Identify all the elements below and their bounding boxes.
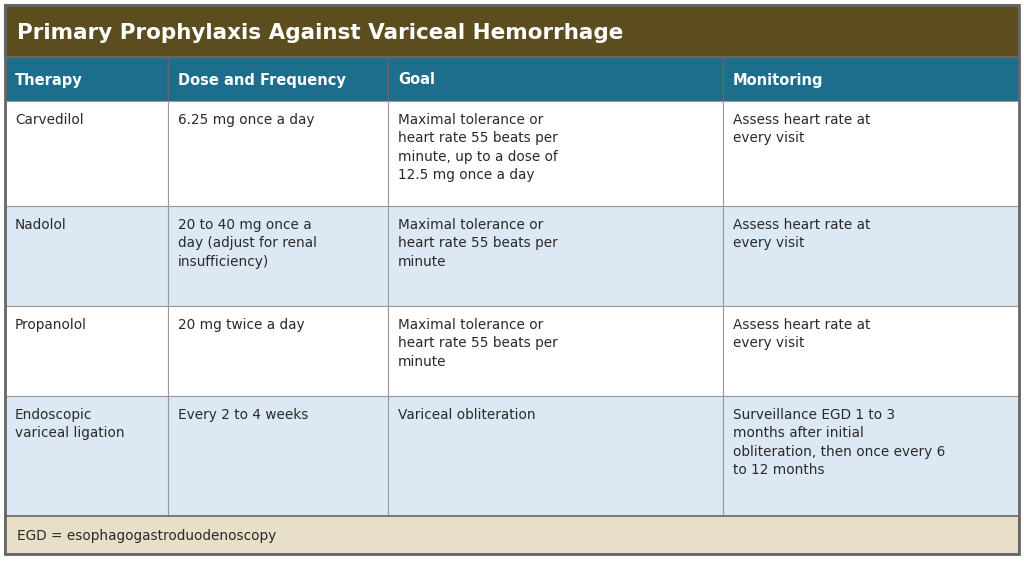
Bar	[168, 57, 388, 101]
Bar	[168, 101, 388, 206]
Text: Goal: Goal	[398, 73, 435, 88]
Bar	[723, 306, 1019, 396]
Text: Variceal obliteration: Variceal obliteration	[398, 408, 536, 422]
Bar	[168, 206, 388, 306]
Text: Every 2 to 4 weeks: Every 2 to 4 weeks	[178, 408, 308, 422]
Text: Assess heart rate at
every visit: Assess heart rate at every visit	[733, 113, 870, 146]
Text: Maximal tolerance or
heart rate 55 beats per
minute, up to a dose of
12.5 mg onc: Maximal tolerance or heart rate 55 beats…	[398, 113, 558, 182]
Text: Maximal tolerance or
heart rate 55 beats per
minute: Maximal tolerance or heart rate 55 beats…	[398, 318, 558, 369]
Text: Primary Prophylaxis Against Variceal Hemorrhage: Primary Prophylaxis Against Variceal Hem…	[17, 23, 624, 43]
Text: Dose and Frequency: Dose and Frequency	[178, 73, 346, 88]
Bar	[168, 306, 388, 396]
Bar	[388, 57, 723, 101]
Text: Monitoring: Monitoring	[733, 73, 823, 88]
Bar	[5, 5, 1019, 57]
Text: Propanolol: Propanolol	[15, 318, 87, 332]
Bar	[388, 206, 723, 306]
Text: Therapy: Therapy	[15, 73, 83, 88]
Text: 20 to 40 mg once a
day (adjust for renal
insufficiency): 20 to 40 mg once a day (adjust for renal…	[178, 218, 317, 269]
Bar	[388, 101, 723, 206]
Bar	[5, 101, 168, 206]
Bar	[723, 101, 1019, 206]
Text: 6.25 mg once a day: 6.25 mg once a day	[178, 113, 314, 127]
Bar	[168, 396, 388, 516]
Bar	[388, 396, 723, 516]
Bar	[723, 206, 1019, 306]
Bar	[5, 206, 168, 306]
Bar	[5, 306, 168, 396]
Text: EGD = esophagogastroduodenoscopy: EGD = esophagogastroduodenoscopy	[17, 529, 276, 543]
Text: Endoscopic
variceal ligation: Endoscopic variceal ligation	[15, 408, 125, 441]
Text: Maximal tolerance or
heart rate 55 beats per
minute: Maximal tolerance or heart rate 55 beats…	[398, 218, 558, 269]
Bar	[5, 396, 168, 516]
Text: Carvedilol: Carvedilol	[15, 113, 84, 127]
Text: Surveillance EGD 1 to 3
months after initial
obliteration, then once every 6
to : Surveillance EGD 1 to 3 months after ini…	[733, 408, 945, 477]
Text: Nadolol: Nadolol	[15, 218, 67, 232]
Bar	[5, 516, 1019, 554]
Bar	[5, 57, 168, 101]
Bar	[723, 57, 1019, 101]
Text: Assess heart rate at
every visit: Assess heart rate at every visit	[733, 218, 870, 250]
Text: 20 mg twice a day: 20 mg twice a day	[178, 318, 304, 332]
Text: Assess heart rate at
every visit: Assess heart rate at every visit	[733, 318, 870, 351]
Bar	[388, 306, 723, 396]
Bar	[723, 396, 1019, 516]
